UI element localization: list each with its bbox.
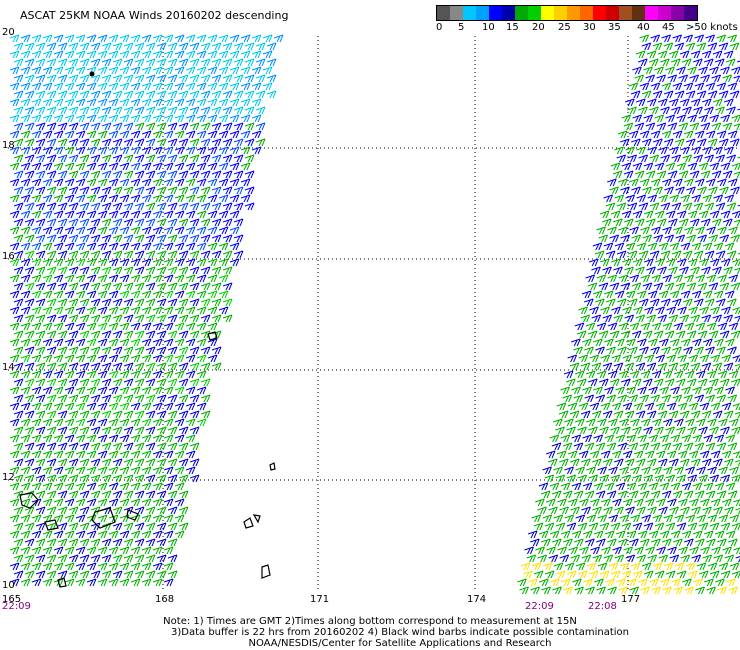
- lat-label-12: 12: [2, 472, 15, 483]
- legend-swatch: [632, 6, 645, 20]
- legend-label: 0: [436, 22, 443, 33]
- map-title: ASCAT 25KM NOAA Winds 20160202 descendin…: [20, 9, 289, 22]
- lat-label-18: 18: [2, 140, 15, 151]
- legend-swatch: [528, 6, 541, 20]
- legend-swatch: [502, 6, 515, 20]
- time-label-mid: 22:09: [525, 601, 554, 612]
- legend-swatch: [645, 6, 658, 20]
- time-label-right: 22:08: [588, 601, 617, 612]
- legend-label: 20: [532, 22, 545, 33]
- wind-speed-legend: 0 5 10 15 20 25 30 35 40 45 >50 knots: [436, 5, 738, 35]
- legend-swatch: [541, 6, 554, 20]
- time-label-left: 22:09: [2, 601, 31, 612]
- legend-swatch: [463, 6, 476, 20]
- left-swath-barbs: [9, 34, 284, 587]
- legend-swatch: [658, 6, 671, 20]
- legend-label: 30: [583, 22, 596, 33]
- lon-label-177: 177: [621, 594, 641, 605]
- legend-swatch: [554, 6, 567, 20]
- lat-label-20: 20: [2, 27, 15, 38]
- legend-swatch: [489, 6, 502, 20]
- legend-swatch: [619, 6, 632, 20]
- legend-label: 25: [558, 22, 571, 33]
- legend-swatch: [671, 6, 684, 20]
- note-line-1: Note: 1) Times are GMT 2)Times along bot…: [163, 616, 577, 627]
- legend-swatch: [515, 6, 528, 20]
- legend-label: 40: [637, 22, 650, 33]
- lon-label-171: 171: [310, 594, 330, 605]
- legend-label: 35: [608, 22, 621, 33]
- note-line-2: 3)Data buffer is 22 hrs from 20160202 4)…: [171, 627, 629, 638]
- lon-label-165: 165: [2, 594, 22, 605]
- legend-swatch: [450, 6, 463, 20]
- right-swath-barbs: [517, 34, 740, 595]
- legend-swatch: [606, 6, 619, 20]
- lon-label-174: 174: [467, 594, 487, 605]
- legend-label: 5: [458, 22, 465, 33]
- legend-label: 45: [662, 22, 675, 33]
- island-outlines: [19, 71, 276, 588]
- legend-label: >50 knots: [686, 22, 738, 33]
- legend-swatch: [437, 6, 450, 20]
- legend-swatch: [580, 6, 593, 20]
- legend-swatch: [593, 6, 606, 20]
- lat-label-16: 16: [2, 251, 15, 262]
- lat-label-10: 10: [2, 580, 15, 591]
- note-line-3: NOAA/NESDIS/Center for Satellite Applica…: [248, 638, 552, 649]
- legend-color-bar: [436, 5, 698, 21]
- lat-label-14: 14: [2, 362, 15, 373]
- legend-swatch: [567, 6, 580, 20]
- legend-label: 10: [482, 22, 495, 33]
- legend-swatch: [476, 6, 489, 20]
- legend-label: 15: [506, 22, 519, 33]
- legend-labels: 0 5 10 15 20 25 30 35 40 45 >50 knots: [436, 22, 738, 34]
- grid-lines: [8, 36, 740, 590]
- legend-swatch: [684, 6, 697, 20]
- lon-label-168: 168: [155, 594, 175, 605]
